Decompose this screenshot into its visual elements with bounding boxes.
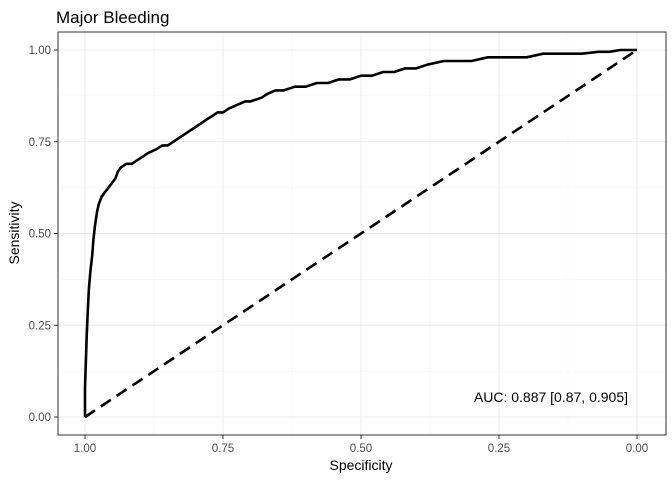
y-tick-label: 0.00 [29, 412, 51, 424]
x-tick-label: 0.50 [350, 443, 372, 455]
x-axis-title: Specificity [329, 457, 392, 473]
y-axis: 0.00 0.25 0.50 0.75 1.00 [29, 45, 58, 424]
y-tick-label: 0.50 [29, 229, 51, 241]
y-tick-label: 0.25 [29, 320, 51, 332]
y-tick-label: 0.75 [29, 137, 51, 149]
chart-title: Major Bleeding [56, 8, 169, 27]
y-tick-label: 1.00 [29, 45, 51, 57]
x-tick-label: 0.25 [488, 443, 510, 455]
chance-diagonal-line [84, 48, 638, 419]
x-axis: 1.00 0.75 0.50 0.25 0.00 [74, 435, 648, 455]
series-group [83, 48, 638, 419]
y-axis-title: Sensitivity [6, 201, 22, 264]
auc-annotation: AUC: 0.887 [0.87, 0.905] [474, 389, 628, 405]
roc-curve [83, 48, 637, 417]
x-tick-label: 0.75 [212, 443, 234, 455]
x-tick-label: 1.00 [74, 443, 96, 455]
x-tick-label: 0.00 [626, 443, 648, 455]
